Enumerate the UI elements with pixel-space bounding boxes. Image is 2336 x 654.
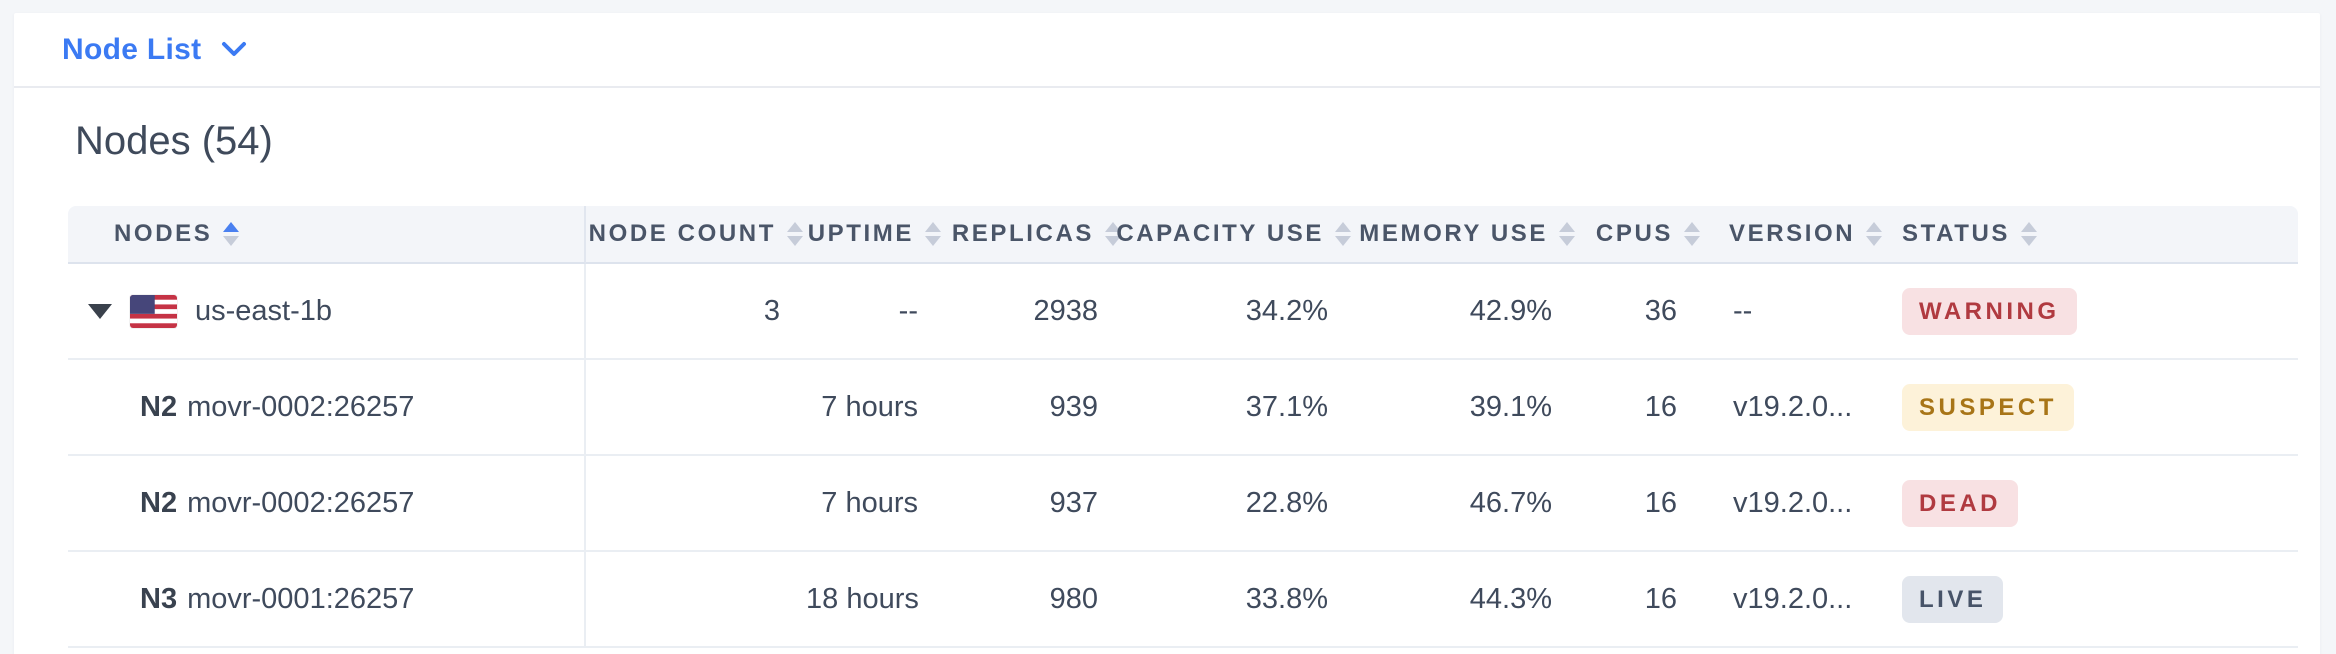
status-cell: WARNING	[1876, 264, 2298, 360]
sort-icon[interactable]	[787, 222, 803, 246]
cpus-cell: 16	[1578, 360, 1703, 456]
capacity-use-cell: 22.8%	[1124, 456, 1354, 552]
expand-caret-icon[interactable]	[88, 303, 112, 319]
page-title: Nodes (54)	[75, 119, 273, 163]
table-header-row: NODES NODE COUNT UPTIME	[68, 206, 2298, 264]
capacity-use-cell: 37.1%	[1124, 360, 1354, 456]
node-label: N3 movr-0001:26257	[140, 583, 414, 616]
memory-use-cell: 39.1%	[1354, 360, 1578, 456]
chevron-down-icon[interactable]	[221, 41, 247, 58]
column-label: UPTIME	[807, 220, 914, 247]
sort-icon[interactable]	[925, 222, 941, 246]
column-label: NODE COUNT	[588, 220, 776, 247]
sort-icon[interactable]	[1335, 222, 1351, 246]
cpus-cell: 36	[1578, 264, 1703, 360]
view-selector-bar: Node List	[14, 13, 2320, 88]
memory-use-cell: 42.9%	[1354, 264, 1578, 360]
version-cell: v19.2.0...	[1703, 552, 1876, 648]
status-badge: LIVE	[1902, 575, 2004, 623]
replicas-cell: 980	[944, 552, 1124, 648]
uptime-cell: --	[806, 264, 944, 360]
sort-icon[interactable]	[1866, 222, 1883, 246]
node-count-cell	[586, 456, 806, 552]
status-cell: LIVE	[1876, 552, 2298, 648]
node-name: movr-0002:26257	[187, 486, 415, 519]
replicas-cell: 937	[944, 456, 1124, 552]
capacity-use-cell: 33.8%	[1124, 552, 1354, 648]
column-header-version[interactable]: VERSION	[1703, 206, 1883, 264]
node-list-card: Node List Nodes (54) NODES	[14, 13, 2320, 654]
column-header-replicas[interactable]: REPLICAS	[944, 206, 1124, 264]
node-id: N3	[140, 582, 178, 615]
nodes-cell: N3 movr-0001:26257	[68, 583, 584, 616]
memory-use-cell: 44.3%	[1354, 552, 1578, 648]
cpus-cell: 16	[1578, 552, 1703, 648]
version-cell: v19.2.0...	[1703, 360, 1876, 456]
node-id: N2	[140, 486, 178, 519]
sort-icon[interactable]	[223, 222, 240, 246]
sort-icon[interactable]	[1684, 222, 1700, 246]
node-label: N2 movr-0002:26257	[140, 391, 414, 424]
memory-use-cell: 46.7%	[1354, 456, 1578, 552]
nodes-cell: N2 movr-0002:26257	[68, 487, 584, 520]
version-cell: --	[1703, 264, 1876, 360]
column-label: NODES	[114, 220, 213, 247]
column-label: STATUS	[1902, 220, 2011, 247]
node-label: N2 movr-0002:26257	[140, 487, 414, 520]
status-cell: SUSPECT	[1876, 360, 2298, 456]
node-id: N2	[140, 390, 178, 423]
node-table-body: us-east-1b 3 -- 2938 34.2% 42.9% 36 -- W…	[68, 264, 2298, 648]
node-name: movr-0001:26257	[187, 582, 415, 615]
capacity-use-cell: 34.2%	[1124, 264, 1354, 360]
column-header-memory-use[interactable]: MEMORY USE	[1354, 206, 1578, 264]
table-row[interactable]: N2 movr-0002:26257 7 hours 937 22.8% 46.…	[68, 456, 2298, 552]
sort-icon[interactable]	[1559, 222, 1575, 246]
node-count-cell	[586, 360, 806, 456]
table-row[interactable]: N3 movr-0001:26257 18 hours 980 33.8% 44…	[68, 552, 2298, 648]
status-badge: DEAD	[1902, 479, 2019, 527]
view-selector-label[interactable]: Node List	[62, 32, 202, 66]
column-header-capacity-use[interactable]: CAPACITY USE	[1116, 206, 1354, 264]
node-table: NODES NODE COUNT UPTIME	[68, 206, 2298, 648]
replicas-cell: 939	[944, 360, 1124, 456]
table-row[interactable]: N2 movr-0002:26257 7 hours 939 37.1% 39.…	[68, 360, 2298, 456]
uptime-cell: 18 hours	[806, 552, 944, 648]
node-name: us-east-1b	[195, 294, 333, 327]
column-label: CAPACITY USE	[1116, 220, 1324, 247]
column-header-nodes[interactable]: NODES	[68, 206, 586, 264]
node-label: us-east-1b	[195, 295, 332, 328]
us-flag-icon	[130, 294, 177, 328]
status-badge: SUSPECT	[1902, 383, 2074, 431]
node-name: movr-0002:26257	[187, 390, 415, 423]
version-cell: v19.2.0...	[1703, 456, 1876, 552]
replicas-cell: 2938	[944, 264, 1124, 360]
table-row[interactable]: us-east-1b 3 -- 2938 34.2% 42.9% 36 -- W…	[68, 264, 2298, 360]
column-header-status[interactable]: STATUS	[1876, 206, 2298, 264]
column-label: MEMORY USE	[1359, 220, 1548, 247]
nodes-cell: N2 movr-0002:26257	[68, 391, 584, 424]
status-cell: DEAD	[1876, 456, 2298, 552]
sort-icon[interactable]	[2021, 222, 2038, 246]
nodes-cell: us-east-1b	[68, 294, 584, 328]
column-header-node-count[interactable]: NODE COUNT	[586, 206, 806, 264]
column-header-cpus[interactable]: CPUS	[1578, 206, 1703, 264]
uptime-cell: 7 hours	[806, 456, 944, 552]
sort-icon[interactable]	[1105, 222, 1121, 246]
column-header-uptime[interactable]: UPTIME	[806, 206, 944, 264]
node-count-cell	[586, 552, 806, 648]
uptime-cell: 7 hours	[806, 360, 944, 456]
column-label: CPUS	[1595, 220, 1673, 247]
cpus-cell: 16	[1578, 456, 1703, 552]
column-label: VERSION	[1729, 220, 1856, 247]
column-label: REPLICAS	[951, 220, 1094, 247]
node-count-cell: 3	[586, 264, 806, 360]
status-badge: WARNING	[1902, 287, 2077, 335]
